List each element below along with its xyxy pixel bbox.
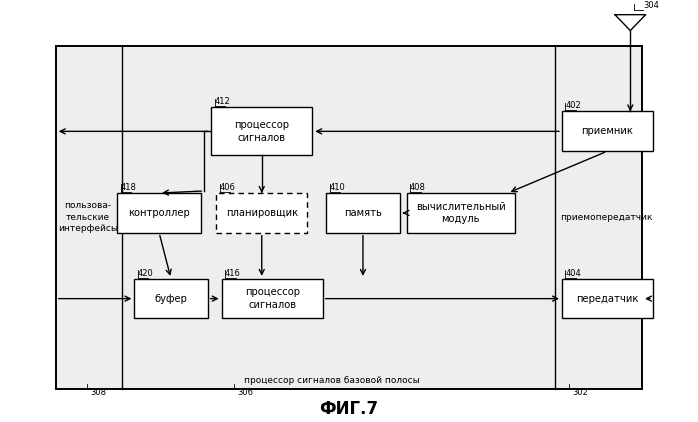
Text: приемопередатчик: приемопередатчик	[560, 213, 652, 222]
Bar	[406, 193, 515, 233]
Text: приемник: приемник	[581, 126, 633, 136]
Text: 418: 418	[121, 183, 137, 192]
Text: 404: 404	[565, 268, 581, 278]
Text: 302: 302	[572, 388, 588, 397]
Bar	[216, 193, 307, 233]
Text: 402: 402	[565, 101, 581, 110]
Text: планировщик: планировщик	[225, 208, 298, 218]
Text: 306: 306	[237, 388, 253, 397]
Polygon shape	[615, 15, 646, 30]
Bar	[222, 279, 323, 319]
Text: передатчик: передатчик	[576, 294, 639, 304]
Bar	[56, 46, 642, 389]
Text: 410: 410	[329, 183, 346, 192]
Bar	[562, 279, 653, 319]
Bar	[562, 111, 653, 151]
Text: 416: 416	[225, 268, 241, 278]
Text: память: память	[344, 208, 382, 218]
Text: процессор
сигналов: процессор сигналов	[245, 287, 299, 310]
Text: 304: 304	[643, 2, 659, 11]
Bar	[326, 193, 399, 233]
Text: 420: 420	[138, 268, 154, 278]
Text: процессор
сигналов: процессор сигналов	[235, 120, 289, 143]
Text: 412: 412	[215, 97, 230, 106]
Text: процессор сигналов базовой полосы: процессор сигналов базовой полосы	[244, 376, 419, 385]
Text: 408: 408	[410, 183, 426, 192]
Text: 406: 406	[220, 183, 236, 192]
Bar	[134, 279, 208, 319]
Text: пользова-
тельские
интерфейсы: пользова- тельские интерфейсы	[58, 201, 118, 233]
Text: вычислительный
модуль: вычислительный модуль	[416, 202, 505, 224]
Bar	[211, 107, 313, 155]
Text: 308: 308	[91, 388, 107, 397]
Text: буфер: буфер	[154, 294, 188, 304]
Bar	[117, 193, 201, 233]
Text: контроллер: контроллер	[128, 208, 190, 218]
Text: ФИГ.7: ФИГ.7	[320, 400, 378, 419]
